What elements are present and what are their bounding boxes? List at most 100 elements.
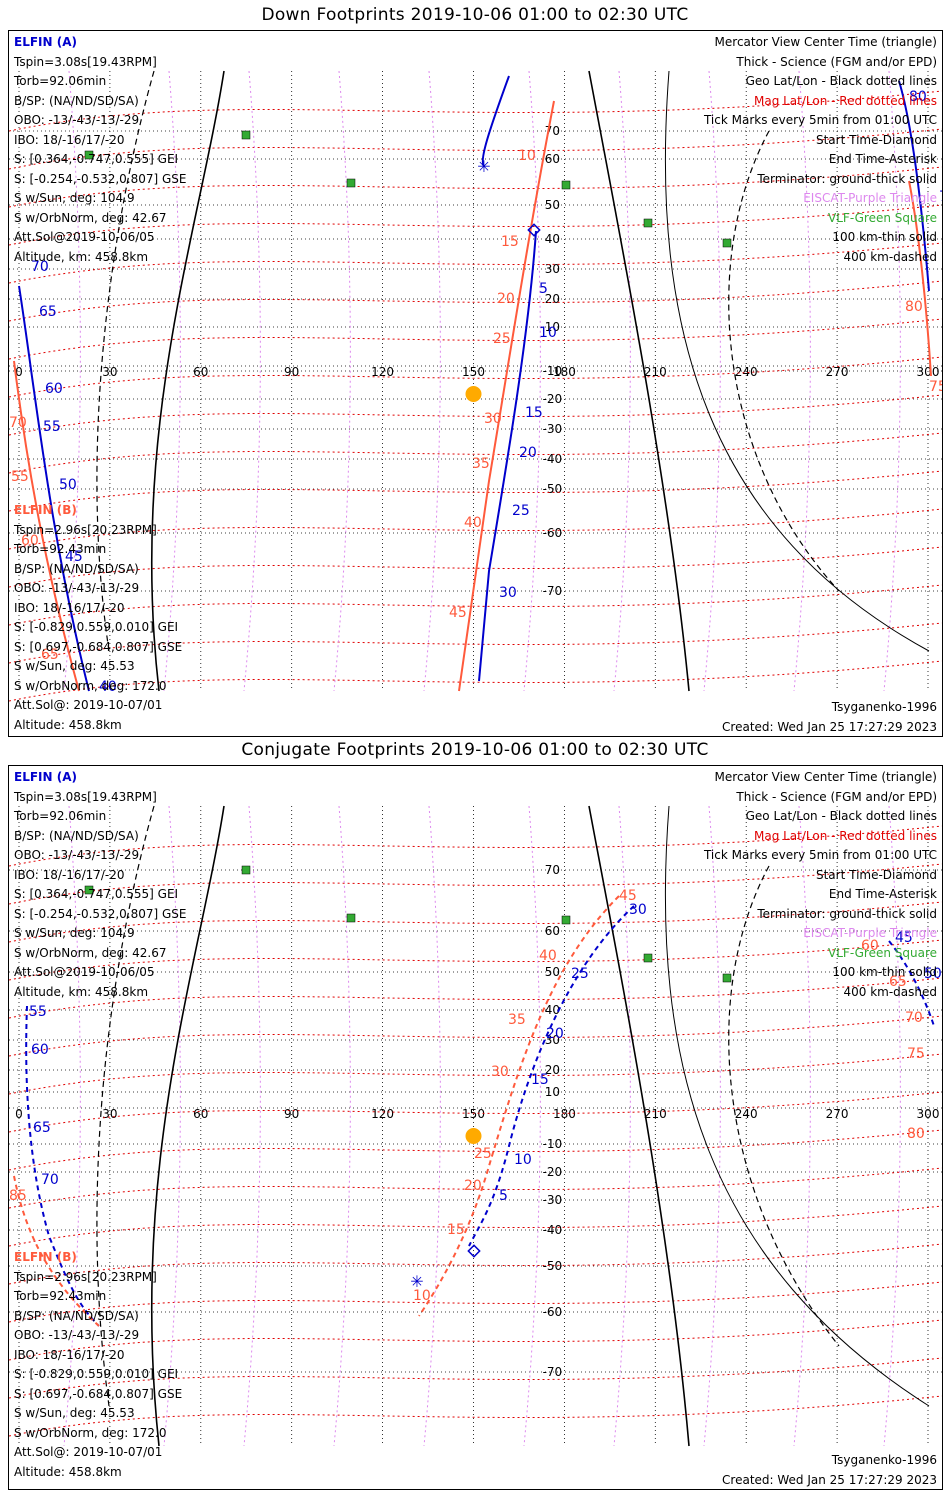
mag-lon-line bbox=[423, 70, 441, 692]
sat-a-line: Tspin=3.08s[19.43RPM] bbox=[14, 789, 157, 804]
track-a-tick-label: 5 bbox=[499, 1188, 508, 1204]
lon-tick-label: 270 bbox=[826, 1107, 849, 1121]
track-a-tick-label: 15 bbox=[525, 405, 543, 421]
mag-lat-line bbox=[9, 204, 942, 246]
lat-tick-label: -10 bbox=[543, 364, 563, 378]
track-b-tick-label: 80 bbox=[907, 1126, 925, 1142]
mag-lat-line bbox=[9, 166, 942, 208]
track-a-tick-label: 40 bbox=[99, 679, 117, 695]
mag-lat-line bbox=[9, 660, 942, 702]
sat-b-name: ELFIN (B) bbox=[14, 1250, 77, 1264]
sat-b-line: S: [-0.829,0.559,0.010] GEI bbox=[14, 620, 179, 634]
sat-a-line: Tspin=3.08s[19.43RPM] bbox=[14, 54, 157, 69]
footer-right: Tsyganenko-1996 Created: Wed Jan 25 17:2… bbox=[722, 1453, 937, 1487]
track-b-tick-label: 45 bbox=[619, 888, 637, 904]
legend-item: EISCAT-Purple Triangle bbox=[803, 191, 937, 205]
terminator-ground bbox=[150, 70, 225, 692]
legend-item: 400 km-dashed bbox=[843, 249, 937, 264]
sat-a-line: Altitude, km: 458.8km bbox=[14, 249, 149, 264]
track-a bbox=[18, 285, 90, 692]
map-canvas: 0306090120150180210240270300330360706050… bbox=[9, 70, 942, 702]
track-b-tick-label: 35 bbox=[472, 456, 490, 472]
legend: Mercator View Center Time (triangle) Thi… bbox=[704, 33, 937, 267]
lat-tick-label: 40 bbox=[545, 232, 560, 246]
lat-tick-label: 70 bbox=[545, 863, 560, 877]
legend-item: Mag Lat/Lon - Red dotted lines bbox=[753, 93, 937, 108]
track-a-tick-label: 55 bbox=[29, 1004, 47, 1020]
track-a-tick-label: 30 bbox=[629, 902, 647, 918]
end-asterisk-icon: ✳ bbox=[477, 157, 490, 176]
sat-b-line: OBO: -13/-43/-13/-29 bbox=[14, 581, 140, 595]
lat-tick-label: -30 bbox=[543, 1193, 563, 1207]
legend-item: Terminator: ground-thick solid bbox=[757, 906, 937, 921]
sun-icon bbox=[465, 1128, 482, 1144]
start-diamond-icon bbox=[467, 1244, 481, 1258]
sat-b-line: IBO: 18/-16/17/-20 bbox=[14, 600, 125, 615]
track-b bbox=[458, 100, 555, 692]
sat-b-line: S w/OrbNorm, deg: 172.0 bbox=[14, 678, 167, 693]
lon-tick-label: 240 bbox=[735, 1107, 758, 1121]
sat-b-line: Altitude: 458.8km bbox=[14, 717, 122, 732]
created-label: Created: Wed Jan 25 17:27:29 2023 bbox=[722, 720, 937, 734]
track-a-tick-label: 70 bbox=[41, 1172, 59, 1188]
sat-b-line: B/SP: (NA/ND/SD/SA) bbox=[14, 1308, 139, 1323]
track-a-tick-label: 10 bbox=[514, 1152, 532, 1168]
mag-lat-line bbox=[9, 128, 942, 170]
track-a-tick-label: 50 bbox=[59, 477, 77, 493]
track-b-tick-label: 75 bbox=[907, 1046, 925, 1062]
mag-lon-line bbox=[63, 805, 81, 1447]
vlf-station-icon bbox=[722, 973, 732, 983]
lat-tick-label: 20 bbox=[545, 1063, 560, 1077]
track-b-tick-label: 30 bbox=[484, 411, 502, 427]
track-b-tick-label: 70 bbox=[9, 415, 27, 431]
track-b-tick-label: 70 bbox=[905, 1010, 923, 1026]
track-b-tick-label: 25 bbox=[493, 331, 511, 347]
track-a-tick-label: 65 bbox=[33, 1120, 51, 1136]
mag-lon-line bbox=[243, 70, 261, 692]
sat-a-name: ELFIN (A) bbox=[14, 35, 77, 49]
lat-tick-label: -70 bbox=[543, 1365, 563, 1379]
sat-b-line: Altitude: 458.8km bbox=[14, 1464, 122, 1479]
track-a-tick-label: 60 bbox=[31, 1042, 49, 1058]
mag-lat-line bbox=[9, 1281, 942, 1323]
lat-tick-label: 10 bbox=[545, 320, 560, 334]
sat-b-line: S w/Sun, deg: 45.53 bbox=[14, 1406, 135, 1420]
vlf-station-icon bbox=[561, 180, 571, 190]
sat-a-name: ELFIN (A) bbox=[14, 770, 77, 784]
vlf-station-icon bbox=[643, 218, 653, 228]
legend-item: Start Time-Diamond bbox=[815, 867, 937, 882]
track-b-tick-label: 15 bbox=[447, 1222, 465, 1238]
track-b-tick-label: 60 bbox=[21, 533, 39, 549]
vlf-station-icon bbox=[346, 913, 356, 923]
footer-right: Tsyganenko-1996 Created: Wed Jan 25 17:2… bbox=[722, 700, 937, 734]
track-a-tick-label: 70 bbox=[31, 259, 49, 275]
track-a-tick-label: 25 bbox=[512, 503, 530, 519]
lat-tick-label: -60 bbox=[543, 526, 563, 540]
sat-a-line: B/SP: (NA/ND/SD/SA) bbox=[14, 93, 139, 108]
sat-a-line: Torb=92.06min bbox=[14, 74, 107, 88]
mag-lat-line bbox=[9, 1015, 942, 1057]
sat-a-line: Att.Sol@2019-10-06/05 bbox=[14, 230, 155, 244]
track-a-tick-label: 25 bbox=[571, 966, 589, 982]
track-b-tick-label: 65 bbox=[41, 647, 59, 663]
track-b-tick-label: 45 bbox=[449, 605, 467, 621]
lat-tick-label: 40 bbox=[545, 1003, 560, 1017]
mag-lat-line bbox=[9, 901, 942, 943]
sat-b-line: Att.Sol@: 2019-10-07/01 bbox=[14, 1445, 163, 1459]
lat-tick-label: 50 bbox=[545, 198, 560, 212]
conjugate-footprints-map: 0306090120150180210240270300330360706050… bbox=[8, 765, 943, 1490]
sat-a-line: S w/OrbNorm, deg: 42.67 bbox=[14, 945, 167, 960]
sat-a-line: OBO: -13/-43/-13/-29 bbox=[14, 848, 140, 862]
terminator-400km bbox=[96, 70, 155, 652]
sat-a-line: OBO: -13/-43/-13/-29 bbox=[14, 113, 140, 127]
legend-item: Geo Lat/Lon - Black dotted lines bbox=[745, 74, 937, 88]
track-b-tick-label: 40 bbox=[464, 515, 482, 531]
track-a-tick-label: 20 bbox=[546, 1026, 564, 1042]
track-a-tick-label: 20 bbox=[519, 445, 537, 461]
track-a-tick-label: 75 bbox=[939, 189, 942, 205]
track-a-tick-label: 55 bbox=[43, 419, 61, 435]
sat-b-line: S w/OrbNorm, deg: 172.0 bbox=[14, 1425, 167, 1440]
mag-lat-line bbox=[9, 1319, 942, 1361]
legend-item: Mercator View Center Time (triangle) bbox=[714, 35, 937, 49]
lat-tick-label: -10 bbox=[543, 1137, 563, 1151]
